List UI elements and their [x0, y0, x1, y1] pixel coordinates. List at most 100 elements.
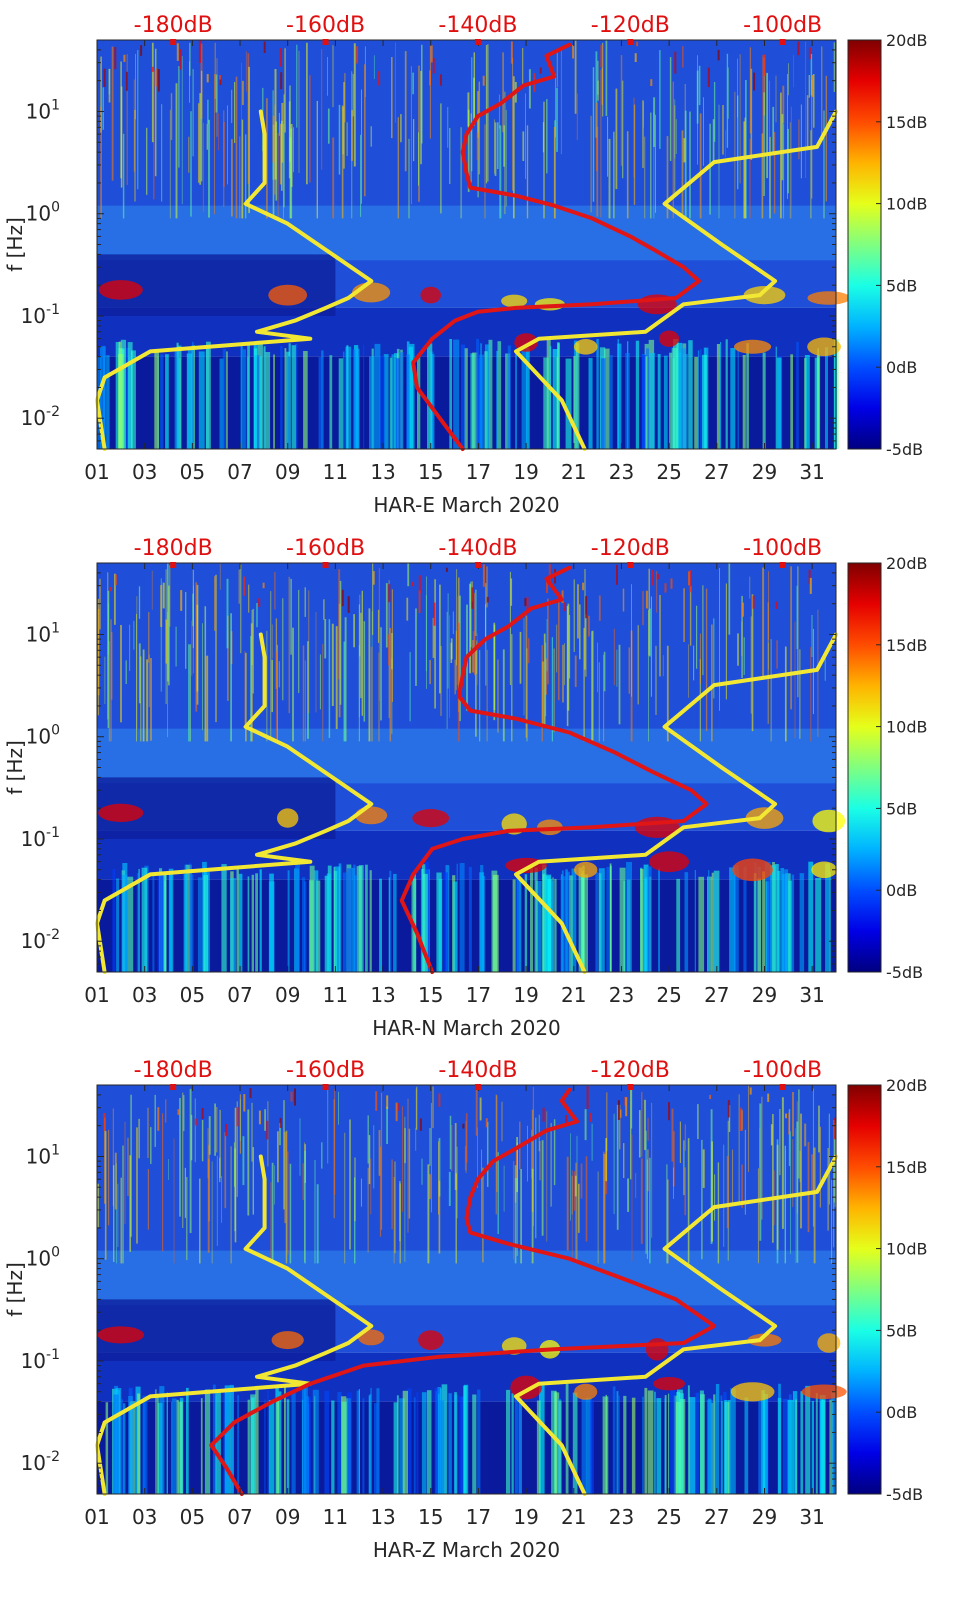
- x-tick-label: 15: [418, 460, 443, 484]
- speckle: [486, 596, 489, 603]
- colorbar-tick-label: 5dB: [886, 799, 917, 818]
- low-band-column: [676, 878, 681, 972]
- low-band-column: [516, 879, 522, 972]
- low-band-column: [224, 1385, 230, 1494]
- speckle: [180, 590, 183, 611]
- low-band-column: [590, 1400, 594, 1494]
- low-band-column: [506, 1389, 511, 1494]
- hot-spot: [745, 807, 784, 829]
- x-tick-label: 09: [275, 983, 300, 1007]
- low-band-column: [684, 872, 689, 972]
- x-tick-label: 07: [227, 1505, 252, 1529]
- low-band-column: [758, 1400, 763, 1494]
- speckle: [347, 596, 350, 613]
- speckle: [225, 1124, 227, 1137]
- low-band-column: [202, 861, 207, 972]
- x-tick-label: 19: [513, 983, 538, 1007]
- y-axis-label: f [Hz]: [3, 217, 27, 272]
- low-band-column: [554, 1392, 560, 1494]
- low-band-column: [212, 1384, 216, 1494]
- x-tick-label: 11: [323, 983, 348, 1007]
- speckle: [396, 1103, 399, 1111]
- top-db-tick-mark: [627, 39, 634, 45]
- speckle: [616, 564, 618, 585]
- low-band-column: [238, 873, 243, 972]
- low-band-column: [127, 876, 134, 972]
- low-band-column: [448, 1393, 452, 1494]
- hot-spot: [734, 339, 772, 354]
- low-band-column: [157, 872, 163, 972]
- low-band-column: [507, 345, 511, 449]
- low-band-column: [668, 1393, 670, 1494]
- speckle: [236, 1107, 239, 1127]
- hot-spot: [355, 806, 388, 825]
- spectrogram-panel-2: 01 03 05 07 09 11 13 15 17 19 21 23 25 27 29 31 HAR-N Ma…: [3, 536, 928, 1040]
- colorbar: [847, 562, 882, 973]
- low-band-column: [417, 354, 421, 449]
- low-band-column: [355, 348, 360, 449]
- hot-spot: [743, 286, 786, 305]
- low-band-column: [646, 348, 650, 449]
- low-band-column: [206, 341, 211, 449]
- speckle: [438, 1093, 441, 1107]
- low-band-column: [333, 866, 336, 972]
- low-band-column: [713, 1394, 716, 1494]
- low-band-column: [575, 342, 580, 449]
- top-db-tick-mark: [474, 1084, 481, 1090]
- low-band-column: [646, 866, 652, 972]
- low-band-column: [200, 1398, 203, 1494]
- low-band-column: [472, 352, 478, 449]
- low-band-column: [391, 354, 395, 449]
- low-band-column: [512, 879, 516, 972]
- speckle: [561, 590, 564, 604]
- x-tick-label: 27: [704, 460, 729, 484]
- low-band-column: [407, 1388, 412, 1494]
- speckle: [565, 1115, 568, 1123]
- band-microseism-haze: [97, 1250, 836, 1306]
- top-db-tick-label: -160dB: [286, 536, 365, 561]
- low-band-column: [612, 1386, 616, 1494]
- top-db-tick-mark: [322, 1084, 329, 1090]
- colorbar-tick-label: 10dB: [886, 718, 928, 737]
- curves: [95, 42, 838, 451]
- low-band-column: [805, 1385, 811, 1494]
- low-band-column: [791, 874, 795, 972]
- top-db-tick-mark: [474, 39, 481, 45]
- low-band-column: [176, 1399, 179, 1494]
- low-band-column: [178, 1401, 183, 1494]
- x-tick-label: 21: [561, 460, 586, 484]
- low-band-column: [458, 1396, 463, 1494]
- low-band-column: [787, 1399, 794, 1494]
- x-tick-label: 23: [609, 983, 634, 1007]
- colorbar-tick-label: 10dB: [886, 195, 928, 214]
- low-band-column: [708, 870, 710, 972]
- low-band-column: [619, 867, 626, 972]
- low-band-column: [226, 351, 228, 449]
- top-db-tick-label: -120dB: [591, 1058, 670, 1083]
- low-band-column: [572, 1392, 578, 1494]
- low-band-column: [545, 874, 552, 972]
- low-band-column: [625, 353, 630, 449]
- low-band-column: [345, 346, 352, 449]
- low-band-column: [278, 1391, 282, 1494]
- low-band-column: [743, 866, 747, 972]
- low-band-column: [160, 354, 164, 449]
- low-band-column: [304, 881, 307, 972]
- low-band-column: [264, 1399, 266, 1494]
- low-band-column: [253, 344, 257, 449]
- low-band-column: [426, 1390, 432, 1494]
- low-band-column: [654, 1391, 656, 1494]
- x-tick-label: 29: [752, 983, 777, 1007]
- low-band-column: [720, 1395, 723, 1494]
- low-band-column: [470, 353, 475, 449]
- low-band-column: [694, 356, 699, 449]
- low-band-column: [286, 1399, 290, 1494]
- low-band-column: [402, 1390, 408, 1494]
- top-db-tick-label: -100dB: [743, 13, 822, 38]
- low-band-column: [204, 1389, 211, 1494]
- low-band-column: [304, 1396, 309, 1494]
- low-band-column: [702, 354, 708, 449]
- top-db-tick-label: -100dB: [743, 536, 822, 561]
- low-band-column: [796, 341, 799, 449]
- speckle: [564, 602, 567, 612]
